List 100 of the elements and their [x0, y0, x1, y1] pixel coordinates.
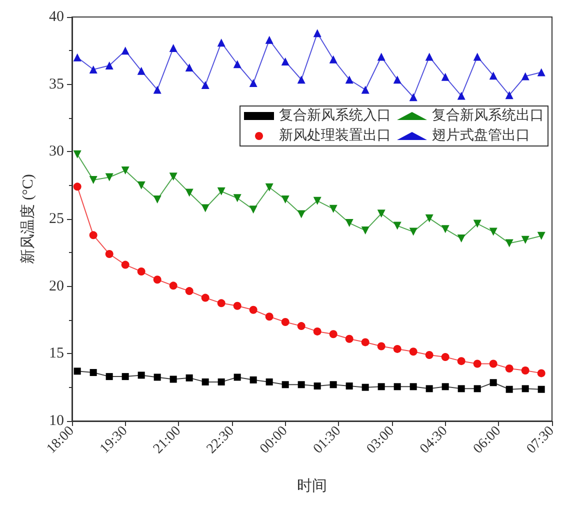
point — [409, 348, 418, 356]
point — [137, 268, 146, 276]
point — [153, 276, 162, 284]
point — [265, 312, 274, 321]
point — [281, 57, 290, 66]
point — [201, 294, 210, 302]
point — [122, 373, 129, 380]
point — [426, 385, 433, 392]
y-tick-label: 15 — [49, 346, 64, 362]
point — [378, 383, 385, 390]
point — [538, 386, 545, 393]
point — [121, 166, 130, 175]
point — [362, 384, 369, 391]
point — [73, 150, 82, 158]
point — [377, 52, 386, 61]
point — [89, 231, 98, 240]
point — [330, 381, 337, 388]
point — [522, 385, 529, 392]
point — [314, 382, 321, 390]
point — [361, 338, 370, 346]
y-axis-title: 新风温度 (°C) — [20, 174, 36, 264]
point — [329, 330, 338, 338]
point — [281, 195, 290, 204]
point — [489, 72, 498, 80]
point — [217, 187, 226, 196]
y-tick-label: 35 — [49, 76, 64, 92]
point — [425, 52, 434, 61]
point — [521, 366, 530, 374]
point — [297, 322, 306, 330]
point — [249, 206, 258, 214]
point — [473, 220, 482, 228]
point — [377, 342, 386, 350]
point — [441, 72, 450, 81]
point — [265, 183, 274, 192]
point — [121, 46, 130, 55]
point — [537, 68, 546, 76]
point — [474, 385, 481, 392]
point — [74, 368, 81, 375]
point — [185, 287, 194, 296]
point — [345, 76, 354, 84]
legend-label: 翅片式盘管出口 — [432, 128, 530, 144]
point — [233, 194, 242, 202]
point — [393, 222, 402, 230]
point — [89, 66, 98, 74]
point — [506, 386, 513, 393]
point — [202, 378, 209, 386]
point — [489, 228, 498, 236]
point — [537, 232, 546, 240]
point — [281, 318, 290, 326]
point — [234, 374, 241, 381]
point — [441, 353, 450, 362]
point — [201, 204, 210, 212]
point — [313, 327, 322, 336]
point — [393, 344, 402, 353]
point — [505, 91, 514, 100]
point — [233, 60, 242, 68]
point — [297, 210, 306, 218]
point — [137, 181, 146, 190]
point — [282, 381, 289, 388]
legend-label: 新风处理装置出口 — [279, 128, 391, 144]
point — [218, 378, 225, 386]
point — [409, 228, 418, 236]
point — [393, 76, 402, 84]
point — [265, 36, 274, 44]
point — [153, 86, 162, 94]
point — [505, 239, 514, 248]
point — [185, 188, 194, 197]
point — [105, 61, 114, 70]
point — [473, 360, 482, 368]
point — [489, 360, 498, 368]
point — [361, 86, 370, 94]
point — [457, 357, 466, 366]
point — [185, 64, 194, 72]
point — [137, 66, 146, 75]
point — [521, 236, 530, 244]
point — [377, 210, 386, 218]
point — [90, 369, 97, 376]
point — [73, 182, 82, 191]
point — [537, 369, 546, 378]
point — [410, 383, 417, 390]
point — [169, 172, 178, 181]
point — [186, 374, 193, 382]
point — [442, 383, 449, 390]
point — [106, 373, 113, 380]
point — [249, 78, 258, 87]
point — [313, 29, 322, 38]
point — [457, 234, 466, 243]
point — [329, 55, 338, 64]
point — [201, 81, 210, 90]
point — [105, 173, 114, 182]
y-tick-label: 30 — [49, 144, 64, 160]
point — [394, 383, 401, 390]
point — [457, 92, 466, 100]
point — [266, 378, 273, 386]
point — [138, 372, 145, 379]
point — [425, 214, 434, 222]
point — [313, 196, 322, 205]
point — [170, 376, 177, 383]
point — [250, 376, 257, 384]
point — [89, 176, 98, 184]
